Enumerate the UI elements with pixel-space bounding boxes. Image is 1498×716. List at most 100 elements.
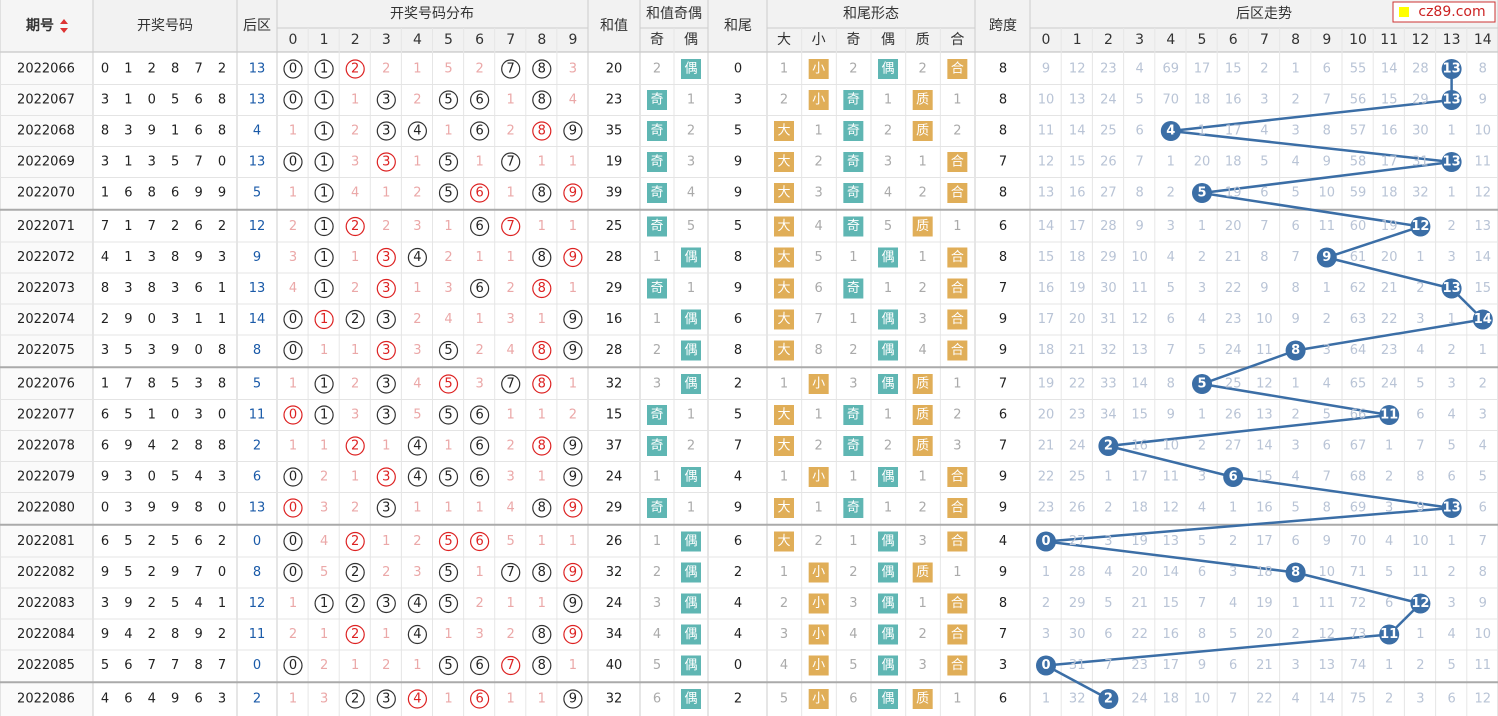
- parity-col: 奇: [650, 31, 664, 48]
- dist-hit: [283, 59, 303, 79]
- span: 9: [999, 470, 1007, 485]
- form-bg: [808, 59, 829, 79]
- dist-cell: 6: [475, 124, 483, 139]
- trend-miss: 21: [1256, 658, 1273, 673]
- dist-cell: 5: [444, 408, 452, 423]
- dist-hit: [532, 90, 552, 110]
- dist-cell: 7: [507, 62, 515, 77]
- trend-miss: 7: [1479, 534, 1487, 549]
- trend-miss: 8: [1167, 377, 1175, 392]
- trend-miss: 17: [1163, 658, 1180, 673]
- trend-miss: 31: [1069, 658, 1086, 673]
- dist-hit: [283, 340, 303, 361]
- sort-up[interactable]: [60, 19, 68, 24]
- parity: 偶: [684, 250, 697, 265]
- trend-miss: 28: [1069, 565, 1086, 580]
- form-bg: [947, 309, 968, 330]
- trend-miss: 2: [1447, 219, 1455, 234]
- dist-hit: [314, 278, 334, 299]
- dist-cell: 4: [413, 377, 421, 392]
- parity-bg: [647, 278, 667, 299]
- trend-miss: 31: [1100, 312, 1117, 327]
- form: 奇: [847, 407, 860, 423]
- parity: 偶: [684, 312, 697, 327]
- trend-miss: 10: [1194, 692, 1211, 707]
- trend-miss: 1: [1291, 596, 1299, 611]
- dist-cell: 5: [444, 343, 452, 358]
- dist-col: 4: [413, 32, 422, 48]
- trend-miss: 1: [1198, 124, 1206, 139]
- form-miss: 3: [815, 186, 823, 201]
- form-bg: [774, 216, 794, 237]
- dist-cell: 2: [382, 62, 390, 77]
- draw-number: 2: [148, 534, 156, 549]
- dist-hit: [376, 90, 396, 110]
- form: 质: [916, 439, 929, 454]
- dist-hit: [345, 216, 365, 237]
- dist-cell: 6: [475, 186, 483, 201]
- form-miss: 3: [849, 596, 857, 611]
- draw-number: 3: [218, 470, 226, 485]
- trend-link: [1045, 506, 1452, 543]
- form: 大: [777, 186, 790, 201]
- dist-cell: 1: [507, 93, 515, 108]
- trend-miss: 1: [1198, 408, 1206, 423]
- trend-miss: 66: [1350, 408, 1367, 423]
- form: 质: [916, 124, 929, 139]
- dist-cell: 8: [538, 377, 546, 392]
- dist-hit: [283, 562, 303, 583]
- trend-miss: 14: [1256, 439, 1273, 454]
- dist-hit: [407, 624, 427, 645]
- form-miss: 1: [919, 155, 927, 170]
- trend-miss: 72: [1350, 596, 1367, 611]
- trend-cell: 2: [1104, 439, 1113, 454]
- trend-hit: [1379, 405, 1400, 425]
- form-miss: 2: [815, 534, 823, 549]
- dist-cell: 2: [351, 219, 359, 234]
- dist-cell: 8: [538, 250, 546, 265]
- parity-miss: 4: [687, 186, 695, 201]
- trend-cell: 2: [1104, 692, 1113, 707]
- dist-cell: 1: [413, 62, 421, 77]
- dist-col: 0: [289, 32, 298, 48]
- trend-hit: [1036, 531, 1056, 552]
- tail: 9: [734, 186, 742, 201]
- trend-miss: 15: [1038, 250, 1055, 265]
- trend-cell: 4: [1166, 124, 1175, 139]
- parity-miss: 1: [687, 408, 695, 423]
- form-miss: 2: [780, 93, 788, 108]
- trend-miss: 18: [1225, 155, 1242, 170]
- dist-cell: 2: [507, 281, 515, 296]
- dist-hit: [345, 593, 365, 614]
- trend-miss: 18: [1194, 93, 1211, 108]
- dist-hit: [314, 247, 334, 268]
- parity: 奇: [650, 438, 663, 454]
- dist-hit: [438, 593, 459, 614]
- draw-number: 4: [101, 692, 109, 707]
- dist-cell: 9: [569, 186, 577, 201]
- dist-cell: 5: [444, 534, 452, 549]
- draw-number: 9: [194, 250, 202, 265]
- draw-number: 4: [148, 439, 156, 454]
- tail: 3: [734, 93, 742, 108]
- form-bg: [878, 59, 899, 79]
- trend-hit: [1410, 216, 1431, 237]
- form-miss: 5: [780, 692, 788, 707]
- form-miss: 3: [884, 155, 892, 170]
- draw-number: 3: [171, 281, 179, 296]
- draw-number: 8: [218, 93, 226, 108]
- dist-hit: [470, 689, 490, 709]
- trend-col: 14: [1474, 32, 1492, 48]
- form-miss: 2: [919, 627, 927, 642]
- dist-cell: 1: [569, 155, 577, 170]
- form: 奇: [847, 218, 860, 234]
- trend-miss: 21: [1225, 250, 1242, 265]
- draw-number: 7: [194, 565, 202, 580]
- parity-bg: [647, 216, 667, 237]
- draw-number: 2: [101, 312, 109, 327]
- trend-miss: 29: [1412, 93, 1429, 108]
- dist-cell: 9: [569, 596, 577, 611]
- trend-miss: 28: [1100, 219, 1117, 234]
- span: 8: [999, 186, 1007, 201]
- sort-down[interactable]: [60, 28, 68, 33]
